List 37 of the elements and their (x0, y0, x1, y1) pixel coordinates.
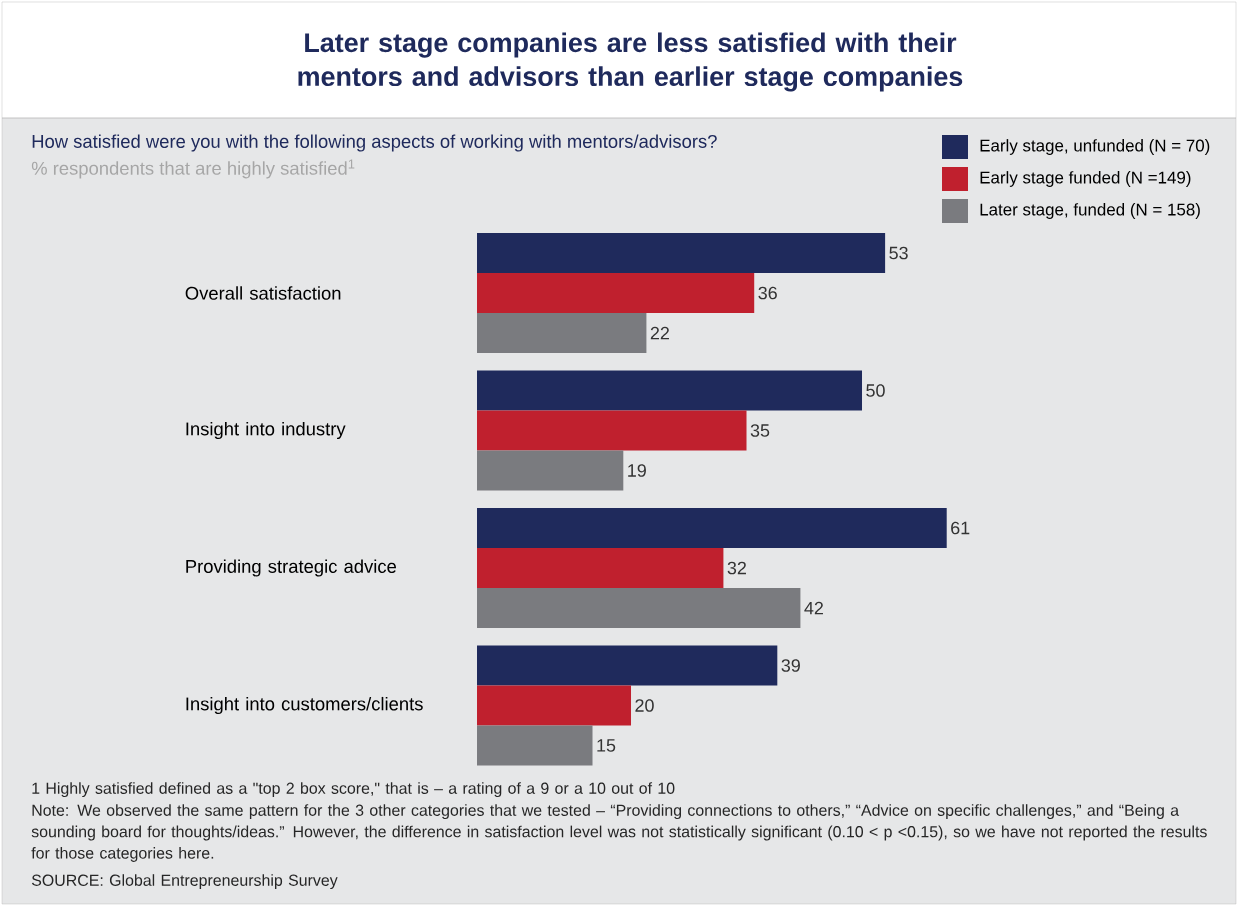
y-tick-label: Insight into industry (186, 421, 346, 440)
bar (477, 508, 947, 549)
bar (477, 273, 755, 314)
source-note: SOURCE: Global Entrepreneurship Survey (31, 874, 338, 890)
data-label: 36 (758, 286, 777, 300)
bar (477, 548, 724, 589)
text: Note: We observed the same pattern for the 3 other categories that we tested – “Providing connections to others,” “Advice on specific challenges,” and “Being a sounding board for thoughts/ideas.” However, the difference in satisfaction level was not statistically significant (0.10 < p <0.15), so we have not reported the results for those categories here. (31, 804, 1207, 862)
data-label: 22 (650, 326, 669, 340)
data-label: 61 (951, 521, 970, 535)
bar (477, 685, 632, 726)
bar (477, 233, 886, 274)
y-tick-label: Insight into customers/clients (186, 696, 423, 715)
data-label: 35 (750, 424, 770, 437)
y-tick-label: Providing strategic advice (186, 559, 397, 577)
bar (477, 410, 747, 451)
legend-label: Early stage funded (N =149) (980, 171, 1191, 187)
data-label: 19 (628, 464, 646, 477)
bar (477, 370, 863, 411)
legend-label: Early stage, unfunded (N = 70) (980, 139, 1210, 155)
chart-title: Later stage companies are less satisfied with their mentors and advisors than earlier stage companies (298, 32, 963, 92)
text: 1 Highly satisfied defined as a "top 2 box score," that is – a rating of a 9 or a 10 out of 10 (32, 782, 675, 798)
legend-label: Later stage, funded (N = 158) (980, 203, 1200, 219)
bar (477, 645, 778, 686)
bar (477, 450, 624, 491)
bar (477, 725, 593, 766)
bar (477, 588, 801, 629)
data-label: 50 (866, 384, 885, 397)
data-label: 39 (781, 659, 800, 672)
y-tick-label: Overall satisfaction (185, 286, 341, 300)
x-axis-title: % respondents that are highly satisfied$^{1}$ (31, 159, 355, 179)
bar (477, 313, 647, 354)
data-label: 42 (804, 601, 823, 615)
data-label: 20 (635, 699, 654, 712)
chart-subtitle: How satisfied were you with the following aspects of working with mentors/advisors? (32, 134, 717, 152)
data-label: 32 (727, 561, 746, 575)
data-label: 15 (597, 739, 616, 752)
data-label: 53 (889, 246, 908, 260)
